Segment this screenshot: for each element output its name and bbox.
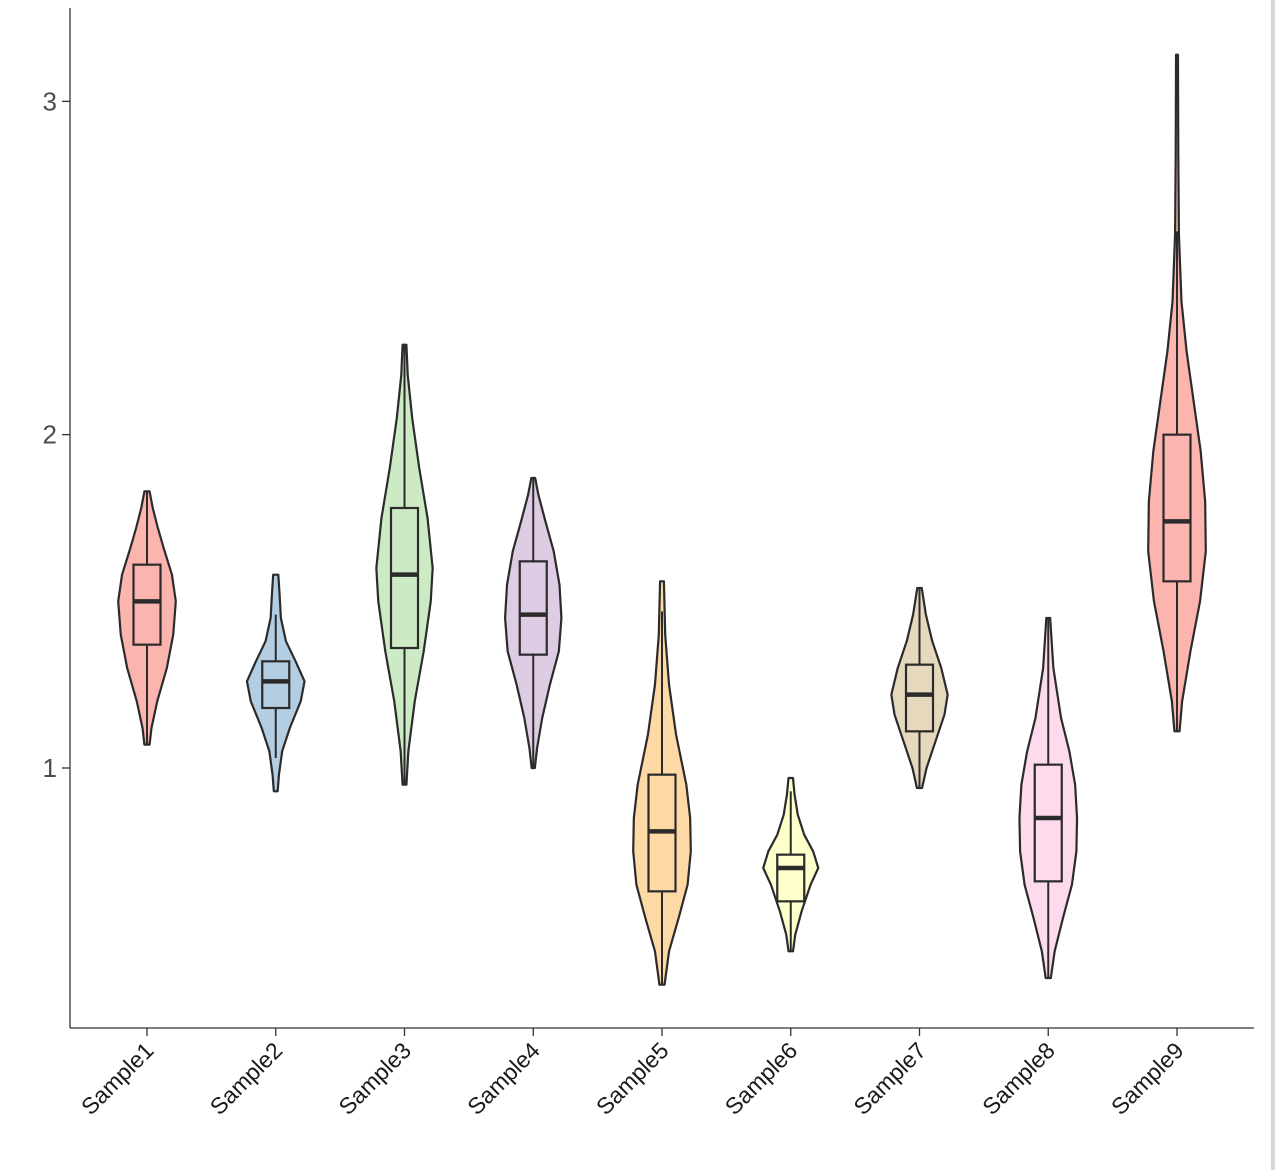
y-tick-label: 2	[43, 420, 57, 450]
box-iqr	[132, 563, 162, 646]
violin-group-sample2	[245, 573, 306, 793]
x-axis-ticks: Sample1 Sample2 Sample3 Sample4 Sample5 Sampl…	[76, 1028, 1189, 1120]
plot-marks	[117, 53, 1207, 986]
box-iqr	[776, 853, 806, 903]
window-edge	[1271, 0, 1275, 1170]
violin-shape	[117, 490, 177, 746]
x-tick-label: Sample9	[1106, 1037, 1189, 1120]
violin-shape	[375, 343, 434, 786]
x-tick-label: Sample5	[591, 1037, 674, 1120]
y-tick-label: 3	[43, 86, 57, 116]
x-tick-label: Sample8	[977, 1037, 1060, 1120]
box-iqr	[1162, 433, 1192, 583]
violin-group-sample8	[1018, 616, 1079, 980]
violin-group-sample4	[503, 476, 563, 770]
x-tick-label: Sample6	[720, 1037, 803, 1120]
violin-group-sample1	[117, 490, 177, 746]
violin-shape	[762, 776, 820, 953]
x-tick-label: Sample3	[333, 1037, 416, 1120]
y-tick-label: 1	[43, 753, 57, 783]
x-tick-label: Sample4	[462, 1037, 545, 1120]
box-iqr	[389, 506, 420, 650]
box-iqr	[261, 660, 291, 710]
violin-group-sample6	[762, 776, 820, 953]
violin-group-sample7	[890, 586, 949, 790]
violin-shape	[1018, 616, 1079, 980]
violin-shape	[890, 586, 949, 790]
box-iqr	[518, 560, 548, 656]
box-iqr	[1033, 763, 1063, 883]
violin-group-sample9	[1147, 53, 1207, 733]
violin-group-sample5	[632, 580, 692, 986]
box-iqr	[904, 663, 935, 733]
violin-shape	[503, 476, 563, 770]
x-tick-label: Sample2	[205, 1037, 288, 1120]
x-tick-label: Sample1	[76, 1037, 159, 1120]
x-tick-label: Sample7	[848, 1037, 931, 1120]
violin-group-sample3	[375, 343, 434, 786]
y-axis-ticks: 1 2 3	[43, 86, 70, 783]
